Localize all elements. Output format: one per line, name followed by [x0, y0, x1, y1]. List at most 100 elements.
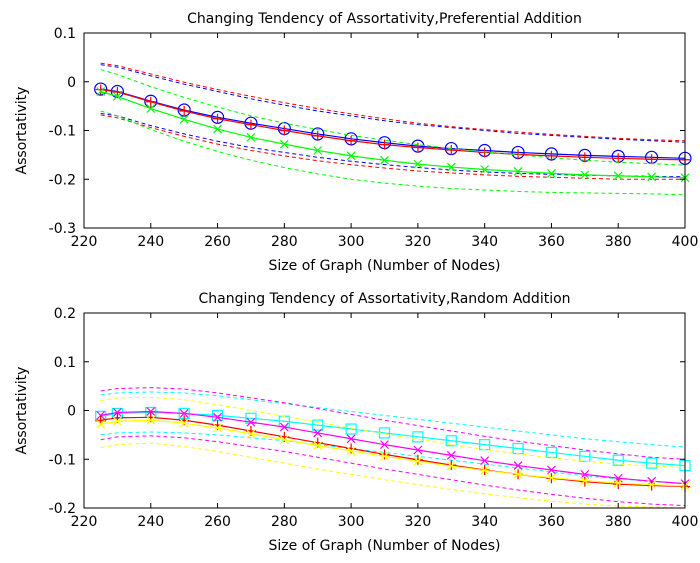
data-point	[212, 113, 223, 124]
data-point	[346, 434, 356, 444]
series-line	[100, 431, 686, 485]
data-point	[580, 469, 590, 479]
y-tick-label: 0.1	[54, 26, 76, 42]
plot-border	[83, 32, 686, 229]
x-tick-label: 360	[538, 514, 565, 530]
data-point	[213, 423, 222, 433]
x-tick-label: 220	[71, 234, 98, 250]
data-point	[380, 451, 389, 461]
x-tick-label: 400	[672, 234, 699, 250]
data-point	[580, 170, 590, 180]
data-point	[179, 418, 189, 428]
data-point	[446, 162, 456, 172]
data-point	[480, 456, 490, 466]
series-group	[94, 62, 692, 196]
x-axis-label: Size of Graph (Number of Nodes)	[269, 538, 501, 554]
x-tick-label: 280	[271, 234, 298, 250]
data-point	[580, 476, 590, 486]
data-point	[279, 139, 289, 149]
series-line	[100, 396, 686, 469]
data-point	[246, 429, 256, 439]
series-group	[95, 387, 691, 509]
series-line	[100, 391, 686, 448]
data-point	[279, 435, 289, 445]
data-point	[313, 146, 323, 155]
data-point	[546, 150, 557, 161]
data-point	[579, 476, 590, 487]
data-point	[380, 155, 389, 165]
data-point	[312, 419, 324, 431]
data-point	[179, 106, 190, 116]
x-tick-label: 300	[338, 514, 365, 530]
y-tick-label: -0.2	[49, 172, 76, 188]
chart-title: Changing Tendency of Assortativity,Rando…	[198, 291, 570, 307]
x-tick-label: 400	[672, 514, 699, 530]
series-line	[100, 62, 686, 142]
data-point	[413, 456, 423, 466]
data-point	[579, 450, 591, 462]
data-point	[112, 408, 122, 417]
data-point	[346, 151, 356, 161]
data-point	[346, 135, 357, 146]
x-tick-label: 280	[271, 514, 298, 530]
data-point	[579, 152, 590, 163]
x-tick-label: 380	[605, 514, 632, 530]
data-point	[279, 125, 290, 136]
y-tick-label: -0.2	[49, 501, 76, 517]
data-point	[112, 86, 123, 97]
series-line	[100, 114, 685, 180]
data-point	[96, 87, 106, 96]
x-tick-label: 360	[538, 234, 565, 250]
data-point	[146, 407, 156, 416]
axis-ticks: 220 240 260 280 300 320 340 360 380 400 -0.2 -0.1 0 0…	[49, 306, 699, 530]
data-point	[613, 171, 623, 181]
data-point	[513, 461, 523, 471]
x-tick-label: 340	[471, 234, 498, 250]
data-point	[446, 450, 456, 460]
x-tick-label: 240	[137, 514, 164, 530]
data-point	[245, 412, 257, 424]
y-tick-label: -0.1	[49, 452, 76, 468]
data-point	[480, 165, 490, 174]
data-point	[346, 443, 357, 454]
data-point	[379, 139, 390, 150]
data-point	[279, 422, 289, 432]
data-point	[246, 132, 256, 142]
x-tick-label: 300	[338, 234, 365, 250]
data-point	[245, 119, 256, 130]
data-point	[412, 142, 423, 153]
x-tick-label: 340	[471, 514, 498, 530]
data-point	[480, 466, 490, 475]
data-point	[646, 457, 658, 469]
data-point	[346, 446, 356, 456]
data-point	[445, 435, 457, 447]
data-point	[144, 94, 158, 108]
y-tick-label: 0.1	[54, 355, 76, 371]
x-tick-label: 260	[204, 234, 231, 250]
data-point	[177, 103, 191, 117]
plot-border	[83, 312, 686, 509]
data-point	[345, 423, 357, 435]
data-point	[313, 441, 323, 451]
y-axis-label: Assortativity	[14, 87, 30, 175]
data-point	[513, 167, 523, 176]
y-tick-label: -0.1	[49, 124, 76, 140]
data-point	[179, 409, 189, 418]
series-line	[100, 64, 686, 143]
data-point	[413, 159, 423, 169]
data-point	[95, 84, 106, 95]
chart-title: Changing Tendency of Assortativity,Prefe…	[187, 11, 582, 27]
plot-area	[83, 32, 686, 229]
data-point	[412, 454, 423, 465]
x-tick-label: 320	[405, 234, 432, 250]
y-axis-label: Assortativity	[14, 367, 30, 455]
data-point	[647, 172, 657, 182]
series-line	[100, 442, 686, 509]
data-point	[96, 419, 106, 429]
data-point	[412, 431, 424, 443]
x-tick-label: 220	[71, 514, 98, 530]
data-point	[446, 145, 457, 155]
data-point	[379, 449, 390, 460]
x-axis-label: Size of Graph (Number of Nodes)	[269, 258, 501, 274]
